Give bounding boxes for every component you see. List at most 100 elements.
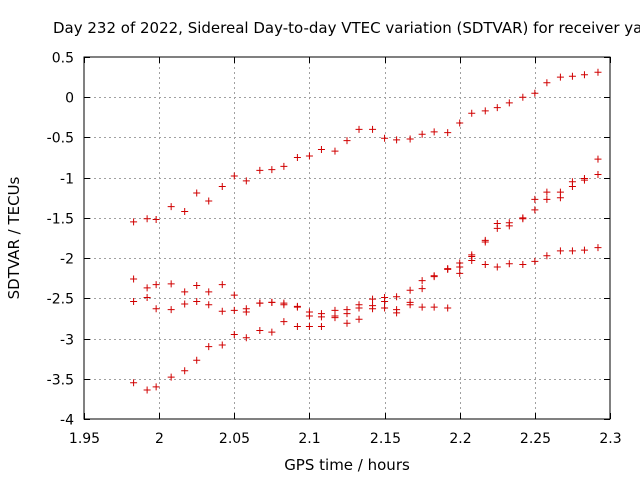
data-point: [393, 293, 401, 301]
data-point: [481, 261, 489, 269]
data-point: [543, 195, 551, 203]
data-point: [230, 306, 238, 314]
data-point: [143, 386, 151, 394]
data-point: [580, 71, 588, 79]
plot-frame: [83, 56, 611, 420]
data-point: [181, 300, 189, 308]
data-point: [493, 104, 501, 112]
data-point: [193, 298, 201, 306]
data-point: [293, 154, 301, 162]
data-point: [167, 373, 175, 381]
data-point: [331, 314, 339, 322]
data-point: [430, 128, 438, 136]
x-axis-label: GPS time / hours: [284, 456, 410, 474]
x-tick-label: 2.1: [298, 431, 320, 447]
data-point: [393, 136, 401, 144]
data-point: [369, 302, 377, 310]
data-point: [505, 99, 513, 107]
data-point: [444, 265, 452, 273]
x-tick-label: 2.15: [370, 431, 401, 447]
data-point: [594, 244, 602, 252]
data-point: [193, 189, 201, 197]
data-point: [218, 341, 226, 349]
data-point: [594, 170, 602, 178]
data-point: [393, 309, 401, 317]
data-point: [242, 334, 250, 342]
data-point: [456, 263, 464, 271]
data-point: [152, 383, 160, 391]
data-point: [543, 252, 551, 260]
data-point: [218, 307, 226, 315]
y-tick-label: -4: [60, 413, 74, 429]
data-point: [568, 178, 576, 186]
data-point: [130, 275, 138, 283]
data-point: [218, 183, 226, 191]
data-point: [130, 379, 138, 387]
data-point: [181, 288, 189, 296]
data-point: [406, 286, 414, 294]
data-point: [468, 251, 476, 259]
data-point: [230, 331, 238, 339]
data-point: [381, 304, 389, 312]
y-tick-label: 0.5: [52, 51, 74, 67]
data-point: [130, 298, 138, 306]
data-point: [519, 214, 527, 222]
data-point: [230, 291, 238, 299]
data-points: [130, 68, 602, 394]
data-point: [343, 310, 351, 318]
data-point: [556, 194, 564, 202]
y-axis-label: SDTVAR / TECUs: [5, 176, 23, 299]
data-point: [143, 284, 151, 292]
data-point: [205, 301, 213, 309]
data-point: [580, 176, 588, 184]
data-point: [355, 315, 363, 323]
data-point: [167, 280, 175, 288]
data-point: [505, 222, 513, 230]
data-point: [444, 129, 452, 137]
data-point: [305, 322, 313, 330]
data-point: [468, 109, 476, 117]
data-point: [181, 207, 189, 215]
data-point: [519, 93, 527, 101]
data-point: [268, 298, 276, 306]
axis-ticks: 1.95 2 2.05 2.1 2.15 2.2 2.25 2.3 -4 -3.5 -3 -2.5 -2…: [47, 51, 622, 448]
data-point: [268, 328, 276, 336]
data-point: [493, 263, 501, 271]
data-point: [594, 155, 602, 163]
data-point: [505, 260, 513, 268]
data-point: [167, 203, 175, 211]
data-point: [331, 147, 339, 155]
data-point: [519, 261, 527, 269]
data-point: [268, 166, 276, 174]
data-point: [317, 322, 325, 330]
data-point: [418, 277, 426, 285]
data-point: [456, 119, 464, 127]
data-point: [531, 195, 539, 203]
data-point: [317, 310, 325, 318]
data-point: [193, 281, 201, 289]
y-tick-label: 0: [65, 91, 74, 107]
data-point: [543, 79, 551, 87]
data-point: [305, 152, 313, 160]
data-point: [293, 303, 301, 311]
y-tick-label: -2: [60, 252, 74, 268]
y-tick-label: -0.5: [47, 131, 74, 147]
data-point: [543, 188, 551, 196]
grid: [84, 57, 610, 419]
data-point: [256, 299, 264, 307]
data-point: [130, 218, 138, 226]
x-tick-label: 2.3: [599, 431, 621, 447]
data-point: [305, 308, 313, 316]
data-point: [430, 303, 438, 311]
data-point: [406, 135, 414, 143]
data-point: [152, 215, 160, 223]
chart-title: Day 232 of 2022, Sidereal Day-to-day VTE…: [53, 19, 640, 37]
data-point: [152, 305, 160, 313]
data-point: [280, 301, 288, 309]
data-point: [143, 215, 151, 223]
data-point: [167, 306, 175, 314]
data-point: [280, 162, 288, 170]
data-point: [331, 306, 339, 314]
data-point: [531, 206, 539, 214]
